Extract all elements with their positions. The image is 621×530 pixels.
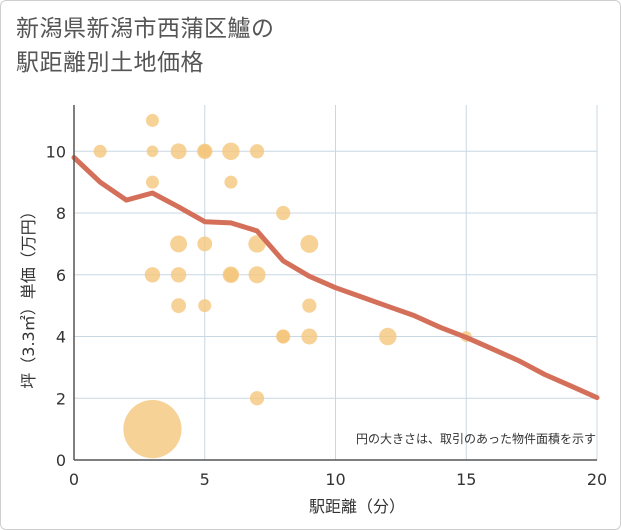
- data-point-16: [249, 144, 265, 159]
- y-tick-label-1: 2: [56, 389, 66, 408]
- chart-title: 新潟県新潟市西蒲区鱸の 駅距離別土地価格: [16, 12, 275, 80]
- data-point-11: [170, 267, 187, 283]
- data-point-6: [248, 266, 266, 284]
- data-point-15: [223, 267, 239, 282]
- y-tick-label-4: 8: [56, 204, 66, 223]
- x-tick-label-4: 20: [587, 470, 607, 489]
- data-point-2: [222, 142, 240, 161]
- data-point-14: [197, 236, 213, 252]
- y-axis-label: 坪（3.3㎡）単価（万円）: [19, 203, 38, 388]
- trend-line: [71, 155, 600, 401]
- bubble-series: [93, 113, 472, 459]
- data-point-24: [198, 144, 212, 158]
- data-point-18: [276, 205, 291, 221]
- bubble-size-note: 円の大きさは、取引のあった物件面積を示す: [356, 431, 596, 446]
- data-point-17: [249, 391, 265, 406]
- x-axis-label: 駅距離（分）: [309, 497, 405, 516]
- data-point-25: [198, 299, 212, 313]
- data-point-22: [145, 113, 159, 127]
- tick-labels: 0 5 10 15 20 0 2 4 6 8 10: [46, 142, 608, 489]
- y-tick-label-3: 6: [56, 266, 66, 285]
- x-tick-label-2: 10: [325, 470, 345, 489]
- data-point-13: [171, 298, 187, 314]
- trend-line-group: [71, 155, 600, 401]
- title-line-2: 駅距離別土地価格: [16, 50, 204, 76]
- data-point-8: [170, 143, 187, 160]
- y-tick-label-2: 4: [56, 328, 66, 347]
- grid-lines: [74, 105, 598, 460]
- data-point-21: [93, 144, 107, 158]
- data-point-5: [170, 235, 188, 253]
- data-point-28: [146, 145, 159, 158]
- data-point-26: [224, 175, 238, 189]
- x-tick-label-0: 0: [69, 470, 79, 489]
- data-point-9: [301, 328, 318, 345]
- y-tick-label-0: 0: [56, 451, 66, 470]
- y-tick-label-5: 10: [46, 142, 66, 161]
- data-point-27: [276, 330, 290, 344]
- data-point-20: [302, 298, 317, 313]
- axes: [73, 105, 597, 461]
- x-tick-label-3: 15: [456, 470, 476, 489]
- data-point-23: [145, 175, 159, 189]
- data-point-0: [123, 400, 182, 459]
- x-tick-label-1: 5: [200, 470, 210, 489]
- data-point-4: [379, 327, 397, 346]
- title-line-1: 新潟県新潟市西蒲区鱸の: [16, 16, 275, 42]
- data-point-10: [144, 267, 161, 283]
- data-point-1: [300, 234, 319, 253]
